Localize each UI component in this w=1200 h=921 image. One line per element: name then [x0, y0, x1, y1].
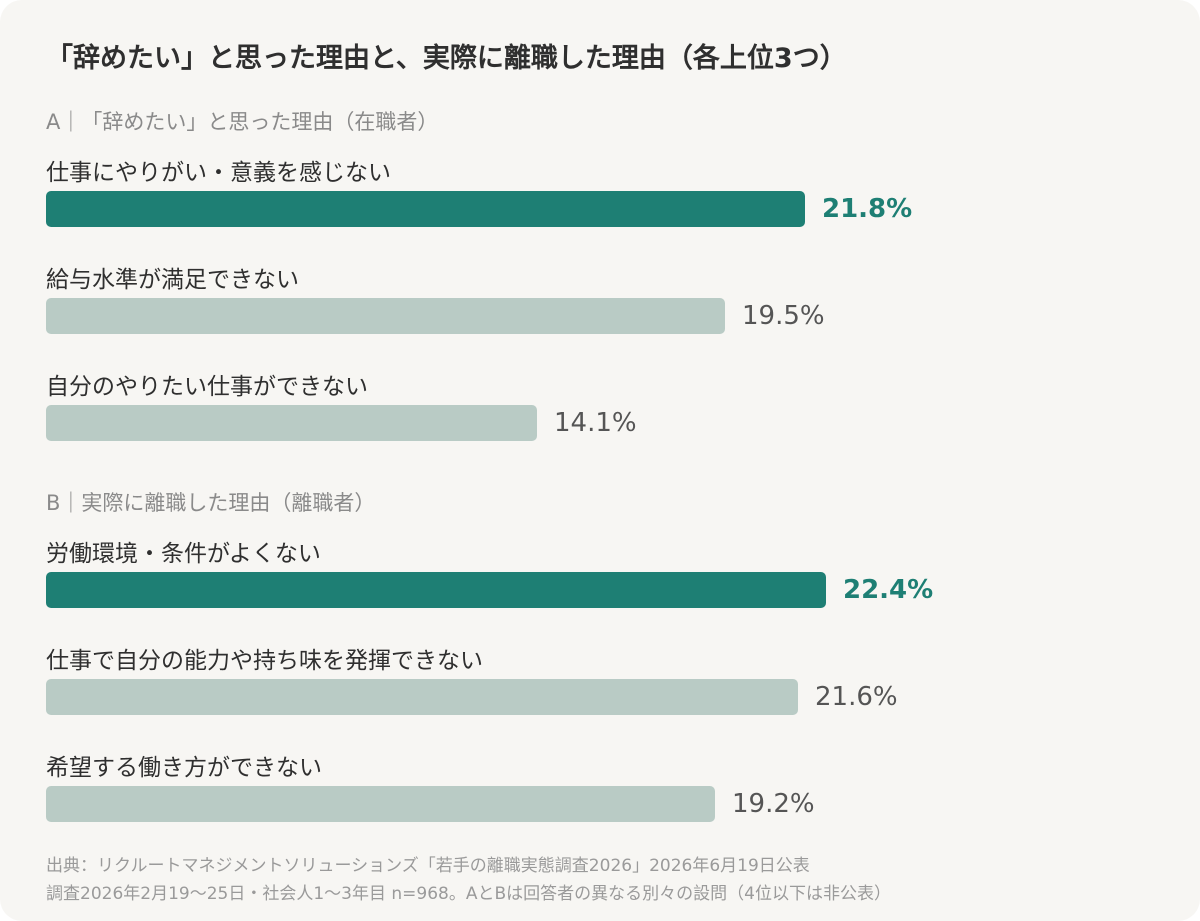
- group-header-b: B｜実際に離職した理由（離職者）: [46, 491, 376, 515]
- bar-label: 労働環境・条件がよくない: [46, 541, 321, 567]
- bar-value-label: 19.5%: [742, 301, 825, 331]
- bar-value-label: 21.6%: [815, 682, 898, 712]
- bar-value-label: 19.2%: [732, 789, 815, 819]
- source-line-2: 調査2026年2月19〜25日・社会人1〜3年目 n=968。AとBは回答者の異…: [46, 884, 891, 904]
- chart-title: 「辞めたい」と思った理由と、実際に離職した理由（各上位3つ）: [46, 43, 847, 74]
- bar-value-label: 22.4%: [843, 575, 934, 605]
- bar-highlight: [46, 572, 826, 608]
- bar-value-label: 14.1%: [554, 408, 637, 438]
- bar: [46, 405, 537, 441]
- group-header-a: A｜「辞めたい」と思った理由（在職者）: [46, 110, 439, 134]
- bar: [46, 298, 725, 334]
- bar-highlight: [46, 191, 805, 227]
- bar: [46, 679, 798, 715]
- bar: [46, 786, 715, 822]
- bar-label: 仕事にやりがい・意義を感じない: [46, 160, 391, 186]
- bar-label: 自分のやりたい仕事ができない: [46, 374, 368, 400]
- bar-value-label: 21.8%: [822, 194, 913, 224]
- bar-label: 仕事で自分の能力や持ち味を発揮できない: [46, 648, 483, 674]
- bar-label: 給与水準が満足できない: [46, 267, 299, 293]
- bar-label: 希望する働き方ができない: [46, 755, 322, 781]
- source-line-1: 出典：リクルートマネジメントソリューションズ「若手の離職実態調査2026」202…: [46, 856, 810, 876]
